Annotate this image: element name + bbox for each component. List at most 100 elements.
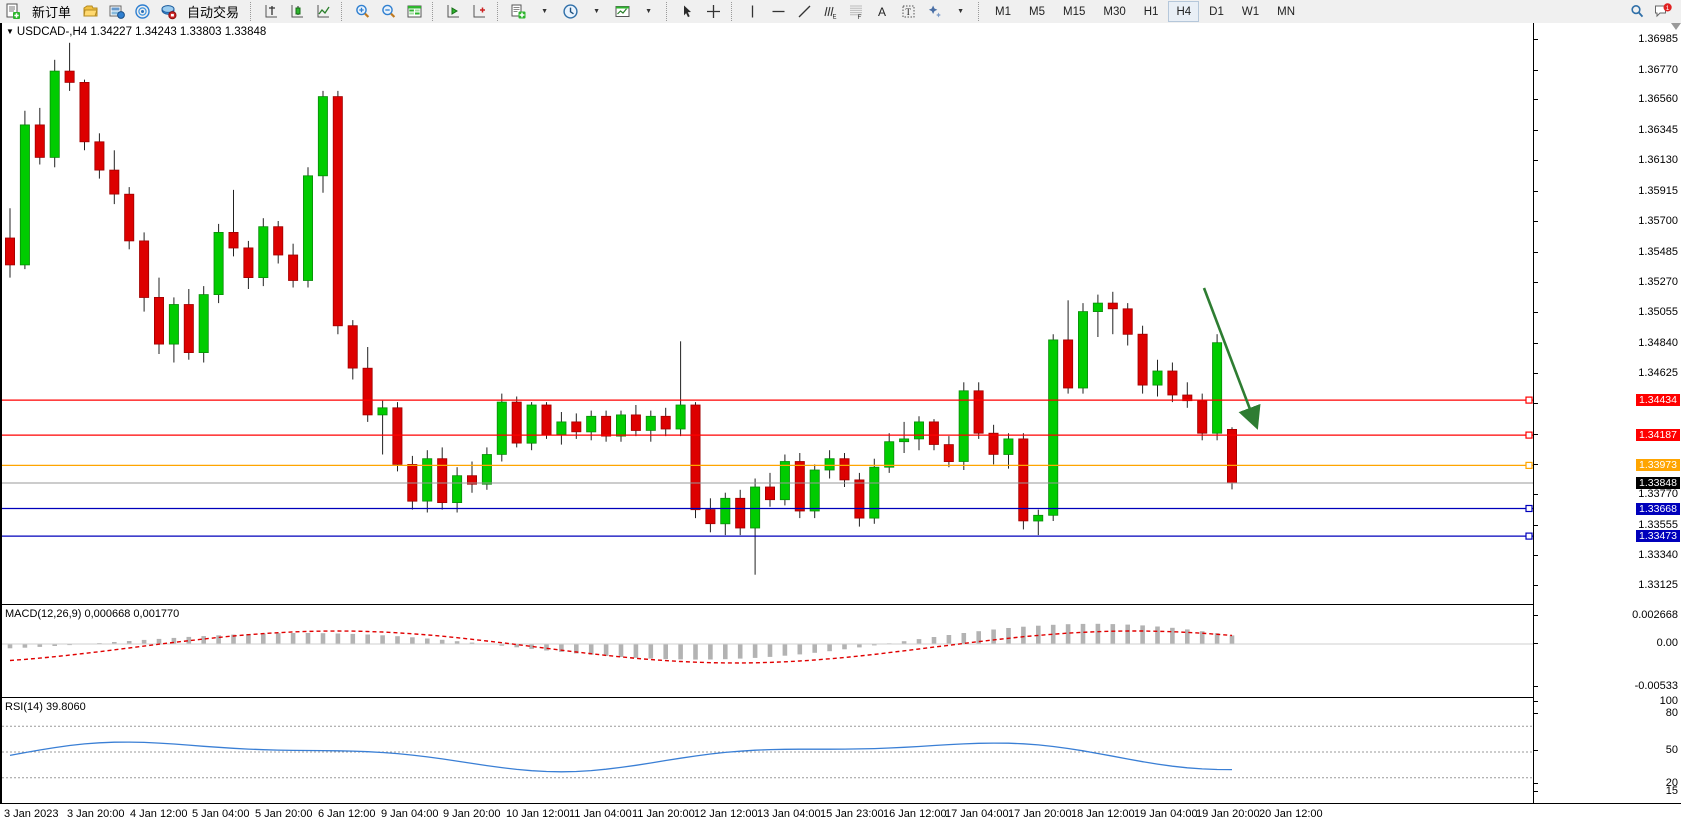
price-tick-mark (1534, 434, 1538, 435)
timeframe-m30[interactable]: M30 (1103, 5, 1126, 18)
time-tick-label: 9 Jan 04:00 (381, 808, 439, 820)
svg-text:E: E (832, 15, 836, 21)
trendline-icon[interactable] (792, 0, 816, 23)
price-plot[interactable] (0, 23, 1534, 803)
indicators-icon[interactable] (506, 0, 530, 23)
profiles-icon[interactable] (104, 0, 128, 23)
toolbar-separator (976, 2, 983, 21)
new-order-button[interactable]: 新订单 (27, 0, 76, 23)
timeframe-mn[interactable]: MN (1277, 5, 1295, 18)
time-axis[interactable]: 3 Jan 2023 3 Jan 20:00 4 Jan 12:00 5 Jan 04… (0, 803, 1681, 827)
main-toolbar: 新订单 (0, 0, 1681, 24)
templates-dropdown[interactable]: ▼ (645, 8, 652, 15)
rsi-tick-label: 100 (1659, 695, 1678, 707)
data-window-icon[interactable] (402, 0, 426, 23)
price-tag-resistance-2[interactable]: 1.34187 (1636, 429, 1680, 442)
zoom-in-icon[interactable] (350, 0, 374, 23)
line-chart-icon[interactable] (311, 0, 335, 23)
timeframe-d1[interactable]: D1 (1209, 5, 1224, 18)
time-tick-label: 20 Jan 12:00 (1259, 808, 1323, 820)
price-tag-support-2[interactable]: 1.33473 (1636, 530, 1680, 543)
macd-label: MACD(12,26,9) 0,000668 0,001770 (5, 608, 180, 620)
fibonacci-icon[interactable]: F (844, 0, 868, 23)
period-dropdown[interactable]: ▼ (593, 8, 600, 15)
rsi-label: RSI(14) 39.8060 (5, 701, 86, 713)
price-tick-label: 1.35270 (1638, 275, 1678, 288)
vline-icon[interactable] (740, 0, 764, 23)
rsi-tick-mark (1534, 713, 1538, 714)
autotrading-icon[interactable] (156, 0, 180, 23)
market-watch-icon[interactable] (130, 0, 154, 23)
timeframe-h4[interactable]: H4 (1168, 1, 1200, 22)
candlestick-chart-icon[interactable] (285, 0, 309, 23)
svg-text:A: A (878, 5, 886, 19)
price-tick-label: 1.36130 (1638, 154, 1678, 167)
hline-icon[interactable] (766, 0, 790, 23)
rsi-tick-label: 80 (1665, 707, 1678, 719)
price-tick-label: 1.36345 (1638, 123, 1678, 136)
text-label-icon[interactable]: T (896, 0, 920, 23)
bar-chart-icon[interactable] (259, 0, 283, 23)
toolbar-separator (495, 2, 502, 21)
crosshair-icon[interactable] (701, 0, 725, 23)
auto-scroll-icon[interactable] (467, 0, 491, 23)
price-tick-mark (1534, 99, 1538, 101)
macd-tick-mark (1534, 615, 1538, 616)
svg-text:F: F (857, 15, 861, 20)
time-tick-label: 10 Jan 12:00 (506, 808, 570, 820)
symbol-ohlc-text: USDCAD-,H4 1.34227 1.34243 1.33803 1.338… (16, 26, 267, 38)
toolbar-separator (664, 2, 671, 21)
time-tick-label: 17 Jan 20:00 (1008, 808, 1072, 820)
macd-tick-label: 0.00 (1656, 637, 1678, 649)
price-axis[interactable]: 1.36985 1.36770 1.36560 1.36345 1.36130 1.359… (1533, 23, 1681, 803)
rsi-tick-mark (1534, 750, 1538, 751)
rsi-tick-label: 20 (1665, 777, 1678, 789)
price-tag-resistance-1[interactable]: 1.34434 (1636, 394, 1680, 407)
autotrading-button[interactable]: 自动交易 (182, 0, 244, 23)
price-tag-last-price[interactable]: 1.33848 (1636, 477, 1680, 489)
time-tick-label: 19 Jan 04:00 (1134, 808, 1198, 820)
price-tag-support-1[interactable]: 1.33668 (1636, 502, 1680, 515)
time-tick-label: 9 Jan 20:00 (443, 808, 501, 820)
period-icon[interactable] (558, 0, 582, 23)
new-order-icon[interactable] (1, 0, 25, 23)
timeframe-w1[interactable]: W1 (1241, 5, 1260, 18)
timeframe-h1[interactable]: H1 (1143, 5, 1159, 18)
macd-panel-divider (0, 604, 1534, 605)
chart-shift-icon[interactable] (441, 0, 465, 23)
chart-area[interactable]: ▼ USDCAD-,H4 1.34227 1.34243 1.33803 1.33… (0, 23, 1681, 827)
price-tick-mark (1534, 160, 1538, 162)
templates-icon[interactable] (610, 0, 634, 23)
indicators-dropdown[interactable]: ▼ (541, 8, 548, 15)
alerts-icon[interactable]: 1 (1651, 0, 1675, 23)
timeframe-m15[interactable]: M15 (1063, 5, 1086, 18)
search-icon[interactable] (1625, 0, 1649, 23)
price-tick-label: 1.35055 (1638, 306, 1678, 319)
folder-icon[interactable] (78, 0, 102, 23)
price-tick-mark (1534, 494, 1538, 496)
price-tag-pivot[interactable]: 1.33973 (1636, 459, 1680, 472)
macd-tick-label: -0.00533 (1634, 680, 1678, 692)
shapes-icon[interactable] (922, 0, 946, 23)
zoom-out-icon[interactable] (376, 0, 400, 23)
elliott-wave-icon[interactable]: E (818, 0, 842, 23)
chart-menu-caret-icon[interactable]: ▼ (6, 27, 14, 36)
timeframe-m1[interactable]: M1 (995, 5, 1012, 18)
time-tick-label: 16 Jan 12:00 (883, 808, 947, 820)
price-tick-label: 1.33340 (1638, 548, 1678, 561)
macd-tick-mark (1534, 686, 1538, 687)
time-tick-label: 19 Jan 20:00 (1196, 808, 1260, 820)
price-tick-mark (1534, 585, 1538, 587)
text-icon[interactable]: A (870, 0, 894, 23)
toolbar-separator (339, 2, 346, 21)
time-tick-label: 3 Jan 20:00 (67, 808, 125, 820)
price-tick-label: 1.34625 (1638, 367, 1678, 380)
shapes-dropdown[interactable]: ▼ (957, 8, 964, 15)
price-tick-label: 1.33555 (1638, 518, 1678, 531)
symbol-header: ▼ USDCAD-,H4 1.34227 1.34243 1.33803 1.33… (6, 26, 266, 38)
cursor-icon[interactable] (675, 0, 699, 23)
time-tick-label: 12 Jan 12:00 (694, 808, 758, 820)
timeframe-m5[interactable]: M5 (1029, 5, 1045, 18)
svg-text:T: T (905, 7, 911, 17)
time-tick-label: 18 Jan 12:00 (1071, 808, 1135, 820)
